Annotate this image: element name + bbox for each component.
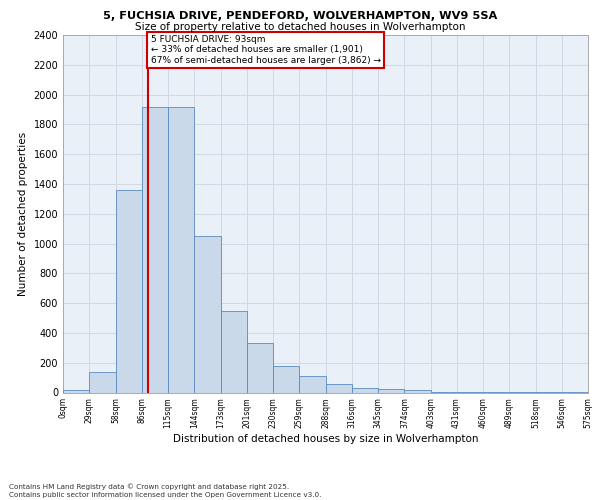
Bar	[168, 106, 194, 393]
Bar	[142, 106, 168, 393]
Bar	[194, 236, 221, 392]
Bar	[221, 310, 247, 392]
Bar	[273, 366, 299, 392]
Bar	[299, 376, 326, 392]
X-axis label: Distribution of detached houses by size in Wolverhampton: Distribution of detached houses by size …	[173, 434, 478, 444]
Text: Contains HM Land Registry data © Crown copyright and database right 2025.
Contai: Contains HM Land Registry data © Crown c…	[9, 484, 322, 498]
Bar	[89, 372, 116, 392]
Text: 5, FUCHSIA DRIVE, PENDEFORD, WOLVERHAMPTON, WV9 5SA: 5, FUCHSIA DRIVE, PENDEFORD, WOLVERHAMPT…	[103, 11, 497, 21]
Bar	[378, 389, 404, 392]
Bar	[352, 388, 378, 392]
Bar	[326, 384, 352, 392]
Bar	[63, 390, 89, 392]
Text: Size of property relative to detached houses in Wolverhampton: Size of property relative to detached ho…	[135, 22, 465, 32]
Bar	[404, 390, 431, 392]
Text: 5 FUCHSIA DRIVE: 93sqm
← 33% of detached houses are smaller (1,901)
67% of semi-: 5 FUCHSIA DRIVE: 93sqm ← 33% of detached…	[151, 35, 380, 65]
Bar	[116, 190, 142, 392]
Y-axis label: Number of detached properties: Number of detached properties	[18, 132, 28, 296]
Bar	[247, 342, 273, 392]
